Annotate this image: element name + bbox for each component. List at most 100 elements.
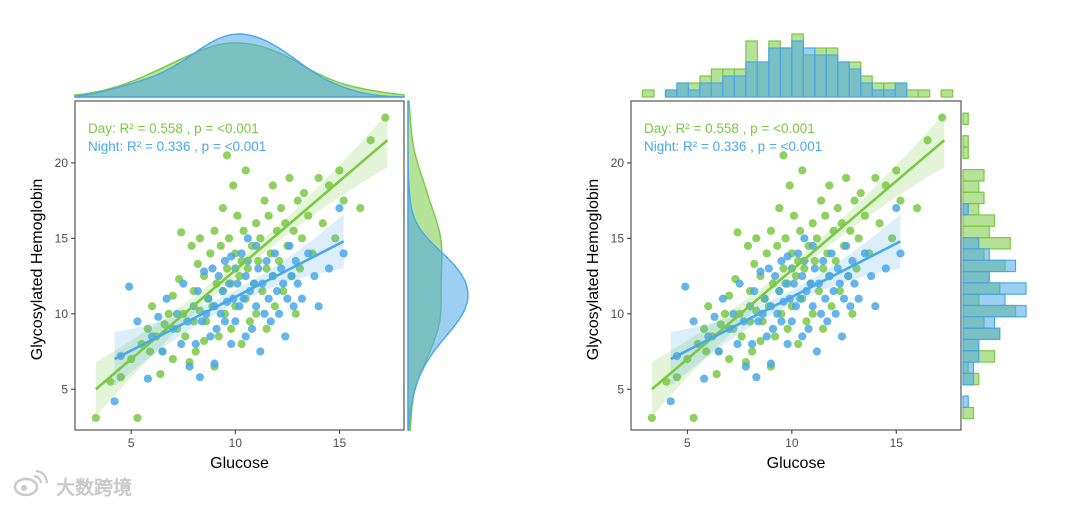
night-x-histogram-bar xyxy=(837,61,850,98)
night-y-density xyxy=(407,101,469,431)
night-point xyxy=(808,302,817,311)
day-point xyxy=(771,332,780,341)
night-point xyxy=(185,362,194,371)
night-point xyxy=(210,359,219,368)
night-point xyxy=(287,271,296,281)
night-point xyxy=(277,264,286,273)
night-point xyxy=(293,279,302,288)
x-tick-label: 10 xyxy=(229,436,243,450)
day-point xyxy=(720,309,730,318)
night-point xyxy=(310,271,319,281)
night-point xyxy=(289,302,298,311)
marginal-histograms xyxy=(641,33,1027,420)
night-point xyxy=(133,317,142,326)
night-y-histogram-bar xyxy=(962,372,975,386)
night-point xyxy=(200,267,209,276)
night-point xyxy=(762,332,771,341)
night-point xyxy=(324,264,334,273)
night-point xyxy=(224,279,234,288)
day-point xyxy=(268,181,277,190)
night-point xyxy=(800,234,809,243)
day-point xyxy=(812,234,821,243)
day-point xyxy=(256,234,265,243)
day-point xyxy=(808,219,817,228)
night-point xyxy=(835,279,844,288)
night-point xyxy=(220,256,230,266)
night-point xyxy=(777,256,786,266)
day-point xyxy=(227,324,236,333)
day-point xyxy=(295,264,304,273)
night-x-histogram-bar xyxy=(733,75,747,98)
night-point xyxy=(220,317,230,326)
night-x-histogram-bar xyxy=(802,47,816,98)
day-point xyxy=(779,151,788,160)
regression-group xyxy=(651,113,946,417)
day-point xyxy=(854,234,863,243)
day-point xyxy=(856,188,865,198)
night-point xyxy=(304,249,313,258)
night-x-histogram-bar xyxy=(756,61,770,98)
day-point xyxy=(896,196,905,205)
night-point xyxy=(291,256,300,266)
day-point xyxy=(850,196,859,205)
night-point xyxy=(750,287,759,296)
day-point xyxy=(871,173,880,183)
day-point xyxy=(700,324,709,333)
day-point xyxy=(252,309,261,318)
night-point xyxy=(848,256,857,266)
x-tick-label: 15 xyxy=(890,436,904,450)
day-point xyxy=(860,211,870,220)
night-point xyxy=(804,324,813,333)
night-point xyxy=(819,256,828,266)
night-point xyxy=(789,279,799,288)
night-point xyxy=(252,241,261,250)
night-x-histogram-bar xyxy=(825,54,839,98)
night-point xyxy=(270,249,279,258)
day-point xyxy=(304,211,313,220)
night-point xyxy=(793,249,803,258)
watermark-text: 大数跨境 xyxy=(56,476,132,499)
day-point xyxy=(241,166,250,175)
day-point xyxy=(835,287,844,296)
day-point xyxy=(222,264,232,273)
night-y-histogram-bar xyxy=(962,395,969,408)
day-point xyxy=(147,302,157,311)
day-point xyxy=(254,256,263,266)
day-point xyxy=(737,332,746,341)
day-point xyxy=(145,347,155,356)
day-point xyxy=(783,324,792,333)
weibo-logo-icon xyxy=(13,469,49,497)
day-point xyxy=(831,256,840,266)
night-point xyxy=(227,252,236,261)
day-point xyxy=(796,226,805,235)
day-point xyxy=(187,241,196,250)
night-point xyxy=(172,309,182,318)
day-point xyxy=(892,166,901,175)
night-point xyxy=(837,332,847,341)
day-point xyxy=(270,302,279,311)
night-x-histogram-bar xyxy=(722,75,735,98)
night-point xyxy=(796,294,805,303)
right-panel: 5 10 15 5 10 15 20 Glucose Glycosylated Hemoglob… xyxy=(585,33,1027,472)
day-point xyxy=(339,196,348,205)
day-point xyxy=(814,287,824,296)
plot-frame xyxy=(74,100,405,431)
day-point xyxy=(160,320,169,329)
night-point xyxy=(227,339,236,349)
night-point xyxy=(689,317,698,326)
night-point xyxy=(256,347,265,356)
night-point xyxy=(821,294,830,303)
night-x-histogram-bar xyxy=(848,68,862,98)
night-point xyxy=(810,264,819,273)
night-point xyxy=(191,339,200,349)
night-stats-annotation: Night: R² = 0.336 , p = <0.001 xyxy=(88,139,266,154)
night-point xyxy=(218,287,227,296)
night-point xyxy=(775,287,784,296)
day-point xyxy=(779,264,788,273)
watermark: 大数跨境 xyxy=(13,469,132,499)
night-point xyxy=(243,234,252,243)
day-point xyxy=(647,413,656,423)
day-point xyxy=(299,188,309,198)
x-tick-label: 5 xyxy=(684,436,691,450)
day-y-histogram-bar xyxy=(962,214,996,227)
